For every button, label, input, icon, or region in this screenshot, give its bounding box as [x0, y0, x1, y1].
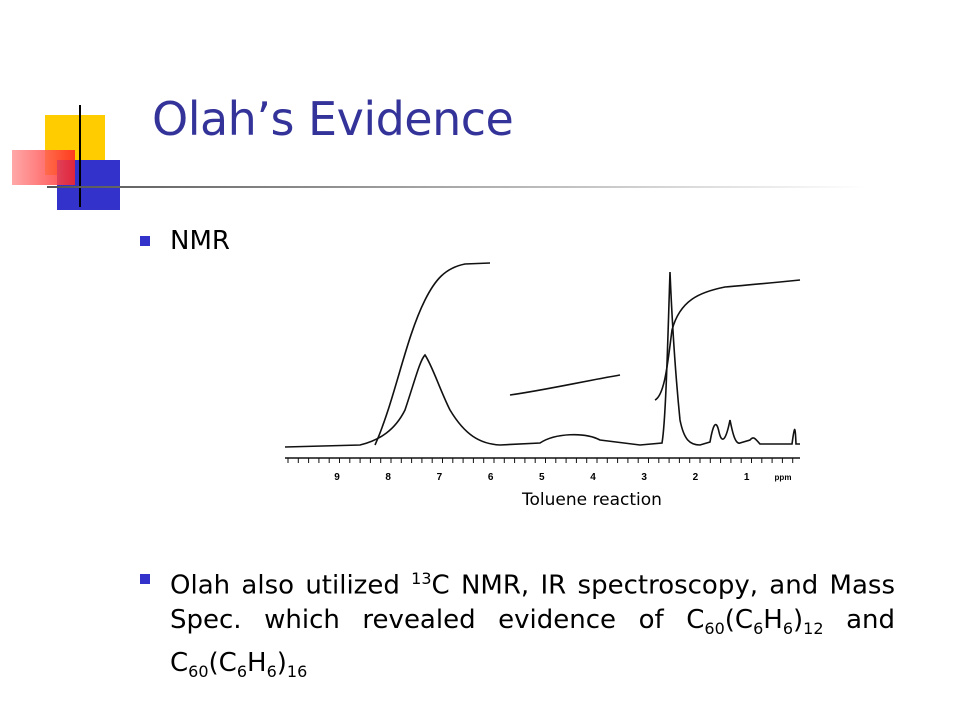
- axis-label: 1: [744, 472, 750, 483]
- axis-label: 9: [334, 472, 340, 483]
- text-run: Olah also utilized: [170, 570, 412, 601]
- rule-horizontal: [47, 186, 867, 188]
- text-run: 6: [782, 618, 793, 638]
- text-run: 13: [411, 569, 432, 588]
- slide-title: Olah’s Evidence: [152, 92, 514, 146]
- figure-caption: Toluene reaction: [522, 490, 662, 510]
- axis-label: 6: [488, 472, 494, 483]
- axis-label: 2: [693, 472, 699, 483]
- text-run: C NMR, IR spectroscopy, and Mass Spec. w…: [170, 570, 895, 635]
- red-bar: [12, 150, 75, 185]
- text-run: 12: [803, 618, 824, 638]
- text-run: 60: [188, 662, 209, 682]
- text-run: H: [763, 604, 783, 635]
- text-run: ): [793, 604, 804, 635]
- axis-label: ppm: [775, 473, 792, 482]
- text-run: ): [276, 647, 287, 678]
- text-run: NMR: [170, 226, 230, 256]
- text-run: 6: [236, 662, 248, 682]
- nmr-spectrum: [284, 262, 801, 463]
- text-run: 60: [704, 618, 725, 638]
- text-run: 16: [286, 662, 308, 682]
- axis-label: 5: [539, 472, 545, 483]
- text-run: (C: [208, 647, 237, 678]
- axis-label: 7: [437, 472, 443, 483]
- text-run: (C: [724, 604, 754, 635]
- axis-label: 8: [385, 472, 391, 483]
- text-run: 6: [753, 618, 764, 638]
- text-run: H: [247, 647, 267, 678]
- text-run: 6: [266, 662, 277, 682]
- bullet: NMR: [140, 224, 230, 258]
- axis-label: 4: [590, 472, 596, 483]
- axis-label: 3: [641, 472, 647, 483]
- text-run: and C: [170, 604, 895, 678]
- bullet: Olah also utilized 13C NMR, IR spectrosc…: [140, 562, 895, 689]
